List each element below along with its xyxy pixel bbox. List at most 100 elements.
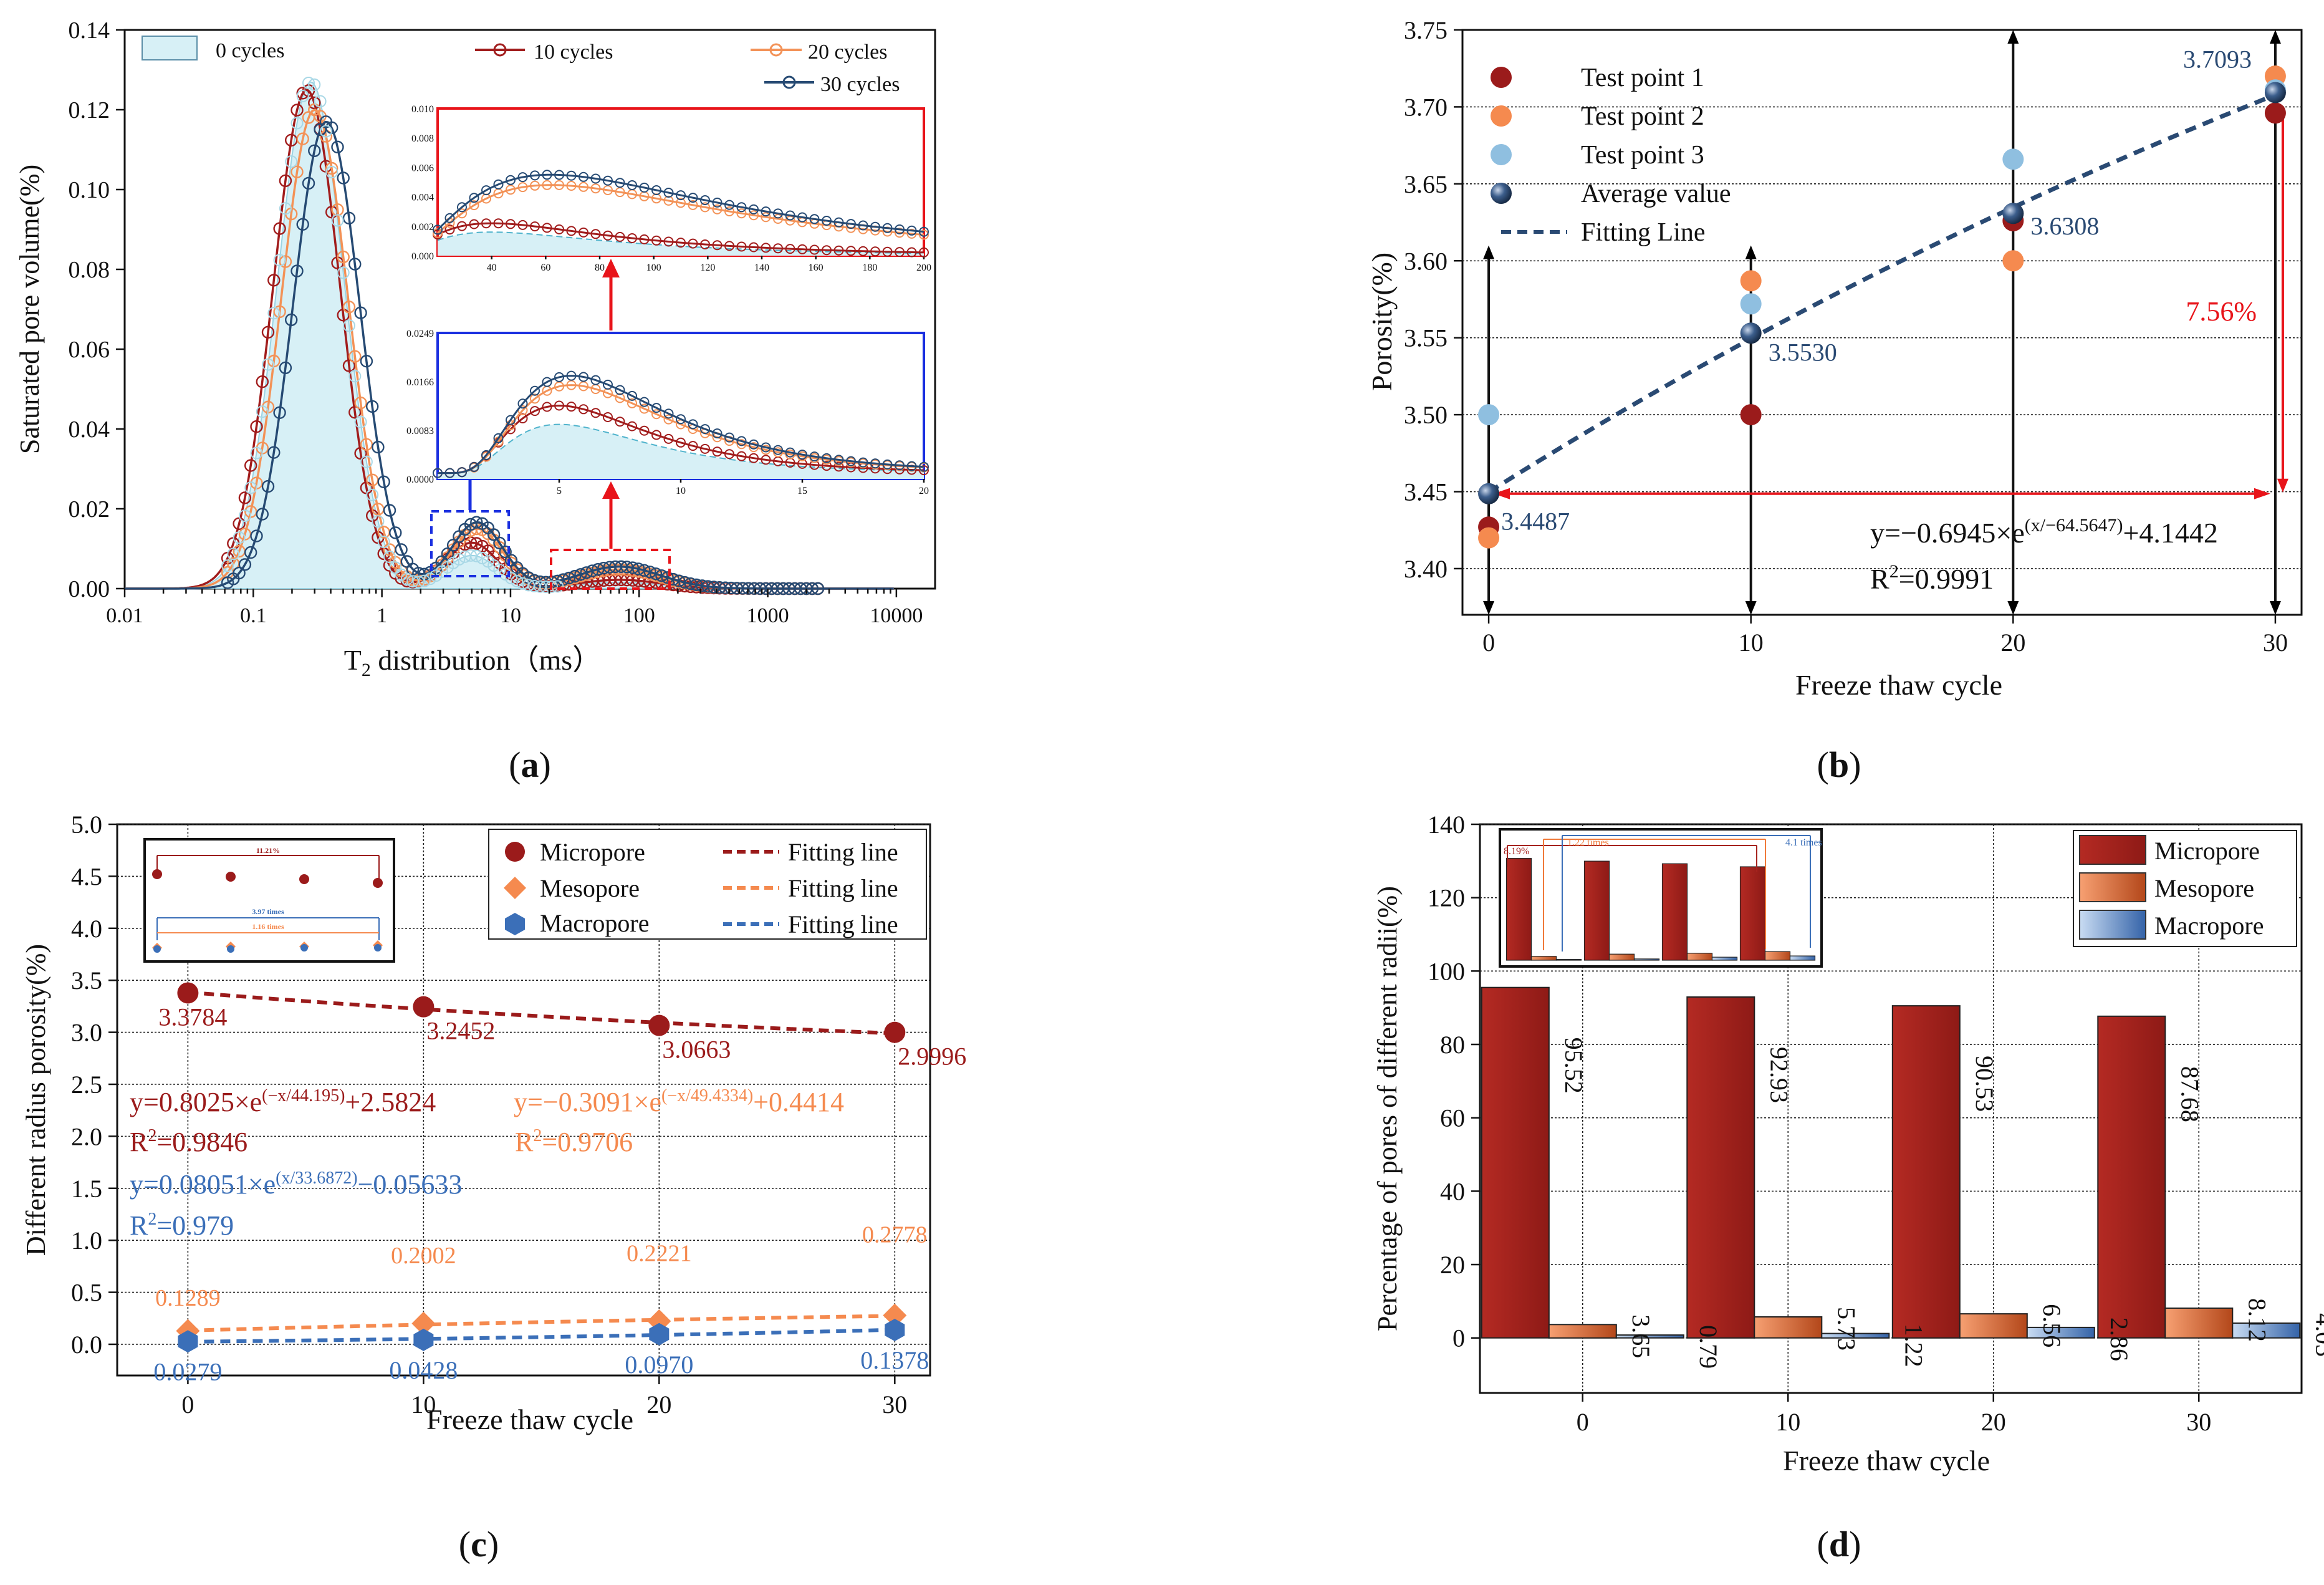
inset-bar-macropore — [1711, 956, 1738, 961]
inset-marker-3 — [639, 182, 650, 193]
inset-c-label-1: 11.21% — [256, 846, 280, 855]
eq-macro: y=0.08051×e(x/33.6872)−0.05633 — [130, 1168, 462, 1200]
inset-x-tick-label: 15 — [797, 486, 807, 496]
series-marker-30-cycles — [638, 564, 651, 577]
inset-marker-1 — [542, 223, 552, 233]
series-marker-0-cycles — [302, 77, 315, 89]
inset-marker-3 — [833, 217, 844, 228]
y-tick-label: 0.10 — [69, 177, 110, 203]
inset-marker-3 — [493, 179, 504, 190]
inset-marker-3 — [590, 375, 601, 385]
y-tick-label: 60 — [1440, 1104, 1465, 1132]
panel-b-ylabel: Porosity(%) — [1366, 253, 1398, 391]
bar-value-label-macropore: 1.22 — [1899, 1324, 1928, 1367]
point-micropore — [648, 1014, 670, 1036]
inset-marker-3 — [797, 450, 807, 460]
inset-marker-3 — [833, 455, 844, 465]
x-tick-label: 100 — [623, 604, 655, 627]
inset-marker-2 — [712, 204, 723, 214]
y-tick-label: 0.08 — [69, 257, 110, 283]
series-marker-10-cycles — [308, 96, 321, 110]
panel-b-value-labels: 3.4487 3.5530 3.6308 3.7093 — [1501, 45, 2252, 535]
inset-marker-2 — [749, 210, 759, 221]
inset-marker-2 — [615, 393, 625, 403]
inset-x-tick-label: 5 — [557, 486, 562, 496]
series-marker-10-cycles — [261, 325, 275, 339]
series-marker-30-cycles — [244, 546, 257, 559]
mesopore-value-label: 0.2002 — [391, 1243, 456, 1269]
bar-micropore — [1481, 986, 1550, 1339]
bar-macropore — [2232, 1322, 2301, 1339]
y-tick-label: 0.0 — [71, 1331, 102, 1359]
series-marker-30-cycles — [238, 558, 252, 571]
legend-test-point-2: Test point 2 — [1581, 102, 1704, 131]
series-marker-30-cycles — [348, 258, 362, 271]
panel-c-plot-frame — [116, 823, 931, 1377]
series-marker-30-cycles — [296, 218, 309, 231]
x-tick-label: 10 — [1739, 629, 1764, 657]
series-marker-0-cycles — [354, 415, 367, 428]
zoom-box-blue — [430, 510, 510, 577]
inset-marker-3 — [615, 385, 625, 395]
series-marker-20-cycles — [273, 305, 286, 319]
series-marker-0-cycles — [360, 455, 373, 468]
inset-marker-1 — [651, 235, 661, 246]
inset-marker-1 — [822, 461, 832, 471]
inset-top: 40 60 80 100 120 140 160 180 200 0.000 0.002 0.004 0… — [411, 104, 931, 273]
mesopore-value-label: 0.2778 — [862, 1222, 928, 1248]
legend-marker-10-cycles — [493, 43, 507, 57]
inset-marker-3 — [688, 419, 698, 430]
panel-b-xlabel: Freeze thaw cycle — [1795, 669, 2002, 701]
inset-marker-3 — [906, 225, 917, 236]
fit-equation: y=−0.6945×e(x/−64.5647)+4.1442 — [1870, 515, 2218, 549]
inset-marker-3 — [481, 185, 491, 196]
bar-macropore — [1615, 1334, 1684, 1339]
inset-bar-micropore — [1583, 860, 1610, 961]
series-marker-0-cycles — [545, 580, 558, 593]
inset-marker-1 — [554, 400, 564, 411]
legend-macropore: Macropore — [540, 909, 649, 937]
red-arrow-upper-head — [602, 259, 620, 277]
series-marker-0-cycles — [331, 214, 344, 227]
series-marker-30-cycles — [273, 406, 286, 419]
inset-marker-1 — [651, 430, 661, 440]
inset-marker-1 — [688, 238, 698, 249]
series-marker-0-cycles — [337, 266, 350, 279]
legend-micropore: Micropore — [540, 838, 645, 866]
fit-line-mesopore — [188, 1314, 895, 1332]
series-marker-0-cycles — [325, 166, 339, 178]
inset-marker-3 — [566, 370, 577, 381]
legend-d-mesopore: Mesopore — [2154, 874, 2254, 902]
bar-micropore — [1686, 996, 1755, 1339]
inset-marker-3 — [858, 220, 868, 231]
inset-marker-3 — [761, 442, 771, 453]
series-marker-10-cycles — [244, 459, 257, 472]
inset-y-tick-label: 0.0000 — [406, 475, 434, 485]
inset-marker-1 — [566, 402, 577, 412]
inset-marker-2 — [590, 183, 601, 194]
point-mesopore — [411, 1311, 436, 1336]
inset-marker-2 — [469, 200, 479, 211]
inset-marker-1 — [712, 240, 723, 251]
inset-marker-1 — [530, 406, 540, 417]
inset-marker-3 — [579, 171, 588, 182]
series-marker-30-cycles — [626, 561, 640, 574]
inset-marker-3 — [870, 221, 880, 232]
panel-c-legend: Micropore Fitting line Mesopore Fitting … — [488, 829, 927, 940]
panel-b-plot-frame — [1461, 29, 2303, 616]
point-average-value — [2002, 203, 2024, 224]
x-tick-label: 1 — [377, 604, 387, 627]
inset-marker-1 — [639, 425, 650, 436]
series-marker-30-cycles — [568, 570, 582, 583]
y-tick-label: 0.00 — [69, 576, 110, 602]
panel-c-caption: (c) — [459, 1524, 499, 1564]
panel-a: 0.01 0.1 1 10 100 1000 10000 0.00 0.02 0.04 0.06 0.… — [14, 17, 936, 785]
inset-marker-1 — [457, 221, 467, 231]
red-arrow-head-left — [1494, 488, 1510, 499]
inset-marker-3 — [481, 450, 491, 460]
inset-marker-3 — [457, 467, 467, 478]
series-marker-0-cycles — [505, 572, 517, 585]
eq-micro: y=0.8025×e(−x/44.195)+2.5824 — [130, 1086, 436, 1117]
bar-value-label-macropore: 0.79 — [1694, 1325, 1722, 1369]
